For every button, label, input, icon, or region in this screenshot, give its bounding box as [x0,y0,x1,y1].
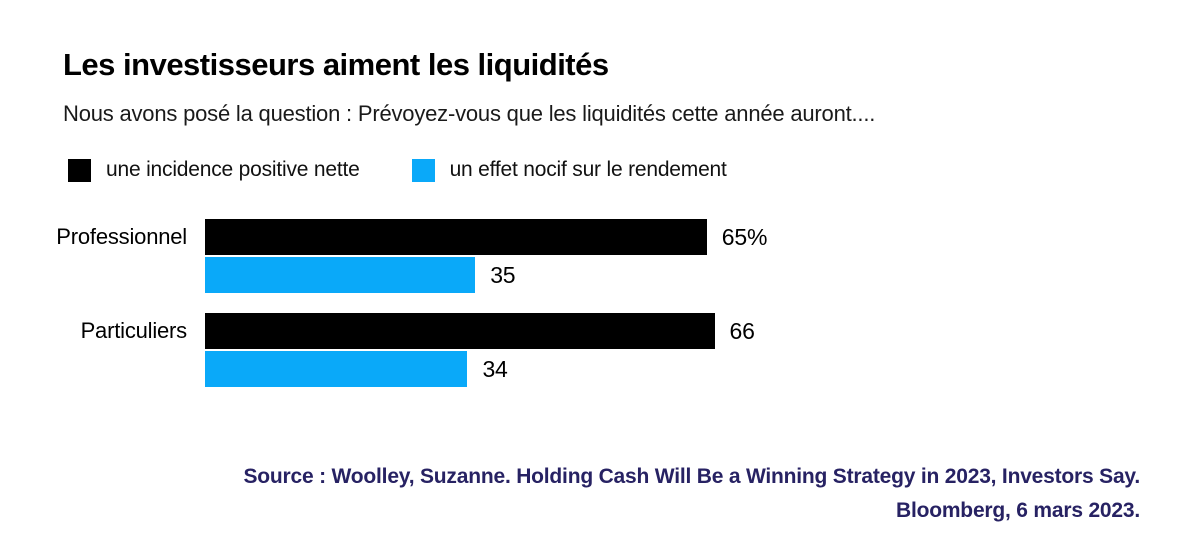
value-label: 66 [729,317,755,344]
legend: une incidence positive nette un effet no… [68,158,1200,182]
bar-group: Particuliers 66 34 [0,313,1200,387]
legend-swatch-blue-icon [411,158,435,182]
source-line-2: Bloomberg, 6 mars 2023. [895,499,1140,522]
bar-row: 34 [0,351,1200,387]
bar-negative [205,257,476,293]
legend-swatch-black-icon [68,158,91,182]
bar-positive [205,313,715,349]
value-label: 35 [490,261,516,288]
chart-title: Les investisseurs aiment les liquidités [63,47,609,82]
legend-label-positive: une incidence positive nette [106,158,360,181]
source-block: Source : Woolley, Suzanne. Holding Cash … [0,460,1200,528]
bar-row: Professionnel 65% [0,219,1200,255]
value-label: 65% [721,223,768,250]
value-label: 34 [482,355,508,382]
bar-row: 35 [0,257,1200,293]
chart-subtitle: Nous avons posé la question : Prévoyez-v… [63,101,876,126]
bar-chart: Professionnel 65% 35 Particuliers 66 34 [0,219,1200,387]
category-label: Professionnel [56,224,187,249]
bar-positive [205,219,707,255]
bar-group: Professionnel 65% 35 [0,219,1200,293]
legend-label-negative: un effet nocif sur le rendement [449,158,727,181]
source-line-1: Source : Woolley, Suzanne. Holding Cash … [243,465,1141,488]
legend-item-negative: un effet nocif sur le rendement [411,158,727,182]
bar-negative [205,351,468,387]
legend-item-positive: une incidence positive nette [68,158,360,182]
category-label: Particuliers [80,318,188,343]
bar-row: Particuliers 66 [0,313,1200,349]
